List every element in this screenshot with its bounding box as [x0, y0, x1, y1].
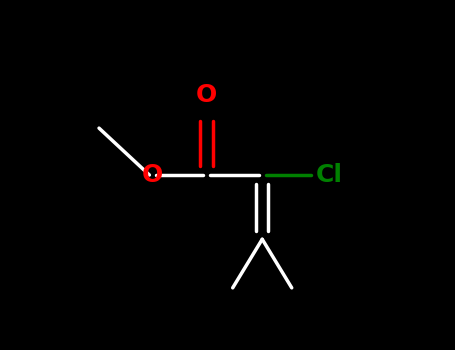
Text: Cl: Cl — [316, 163, 343, 187]
Text: O: O — [142, 163, 163, 187]
Text: O: O — [196, 83, 217, 107]
